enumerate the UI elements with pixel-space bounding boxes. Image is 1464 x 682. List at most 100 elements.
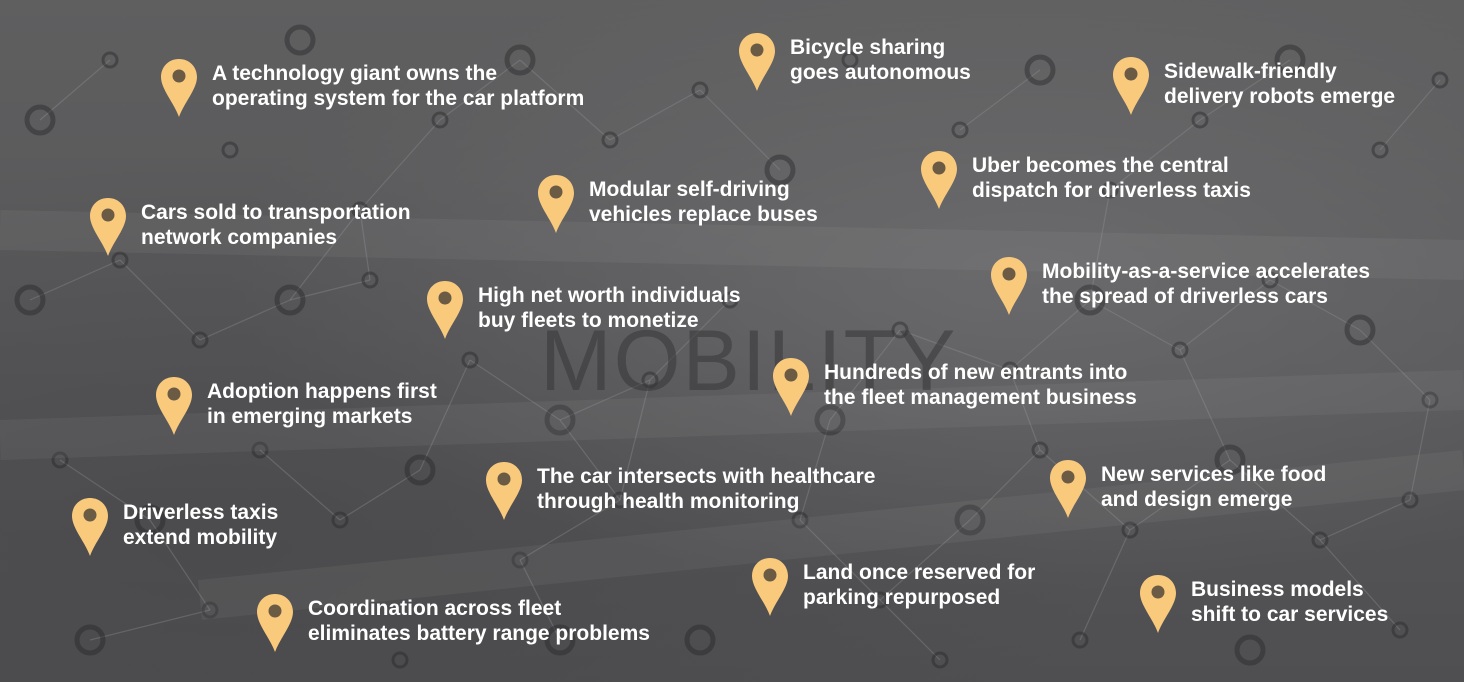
network-node	[1431, 71, 1449, 89]
network-node	[361, 271, 379, 289]
network-link	[359, 209, 371, 281]
light-streak	[197, 450, 1464, 620]
mobility-item-label-line: A technology giant owns the	[212, 62, 498, 85]
mobility-item-label-line: extend mobility	[123, 526, 278, 549]
mobility-item-label: High net worth individuals buy fleets to …	[478, 283, 741, 333]
map-marker-icon	[738, 32, 776, 92]
network-link	[1009, 369, 1041, 451]
background-watermark: MOBILITY	[540, 313, 958, 409]
map-marker-icon	[155, 376, 193, 436]
network-link	[1109, 119, 1201, 191]
network-node	[431, 111, 449, 129]
map-marker-icon	[71, 497, 109, 557]
network-link	[1079, 529, 1131, 641]
network-node	[871, 591, 889, 609]
light-streak	[0, 370, 1464, 460]
network-link	[1229, 459, 1321, 541]
network-link	[1269, 279, 1361, 331]
network-node	[611, 491, 629, 509]
network-link	[619, 379, 651, 501]
network-node	[721, 291, 739, 309]
network-link	[649, 299, 731, 381]
network-node	[1214, 444, 1246, 476]
mobility-item-label: Adoption happens first in emerging market…	[207, 379, 437, 429]
network-node	[641, 371, 659, 389]
mobility-item-label: Bicycle sharing goes autonomous	[790, 35, 971, 85]
network-node	[511, 551, 529, 569]
mobility-item-label-line: parking repurposed	[803, 586, 1001, 609]
mobility-item-label: Coordination across fleet eliminates batt…	[308, 596, 650, 646]
network-node	[1071, 631, 1089, 649]
mobility-item-label-line: Bicycle sharing	[790, 36, 946, 59]
network-node	[1074, 284, 1106, 316]
mobility-item-label: Sidewalk-friendly delivery robots emerge	[1164, 59, 1395, 109]
network-link	[439, 59, 521, 121]
mobility-item-battery-coordination: Coordination across fleet eliminates batt…	[256, 593, 650, 653]
mobility-item-label-line: in emerging markets	[207, 405, 413, 428]
network-link	[259, 449, 341, 521]
mobility-item-label: Driverless taxis extend mobility	[123, 500, 278, 550]
mobility-item-driverless-taxis: Driverless taxis extend mobility	[71, 497, 278, 557]
network-node	[351, 201, 369, 219]
network-link	[1129, 459, 1231, 531]
network-link	[1319, 539, 1401, 631]
mobility-item-label-line: New services like food	[1101, 463, 1327, 486]
network-link	[1179, 279, 1271, 351]
network-node	[691, 81, 709, 99]
network-link	[1319, 499, 1411, 541]
mobility-item-uber-dispatch: Uber becomes the central dispatch for dri…	[920, 150, 1251, 210]
network-link	[469, 359, 561, 421]
mobility-item-label: Business models shift to car services	[1191, 577, 1388, 627]
network-node	[1274, 44, 1306, 76]
map-marker-icon	[89, 197, 127, 257]
mobility-item-bicycle-sharing: Bicycle sharing goes autonomous	[738, 32, 971, 92]
network-link	[289, 209, 361, 301]
mobility-item-label-line: the spread of driverless cars	[1042, 285, 1328, 308]
network-node	[931, 651, 949, 669]
network-node	[331, 511, 349, 529]
network-link	[39, 59, 111, 121]
mobility-item-label-line: network companies	[141, 226, 338, 249]
network-node	[1421, 391, 1439, 409]
network-node	[814, 404, 846, 436]
mobility-item-label: The car intersects with healthcare throug…	[537, 464, 875, 514]
mobility-item-label-line: Sidewalk-friendly	[1164, 60, 1337, 83]
network-node	[51, 451, 69, 469]
network-node	[1344, 314, 1376, 346]
network-link	[799, 419, 831, 521]
mobility-item-label-line: the fleet management business	[824, 386, 1137, 409]
mobility-item-fleet-entrants: Hundreds of new entrants into the fleet m…	[772, 357, 1137, 417]
network-node	[684, 624, 716, 656]
network-link	[1359, 329, 1431, 401]
network-link	[879, 519, 971, 601]
light-streak	[0, 210, 1464, 280]
mobility-item-cars-sold-tnc: Cars sold to transportation network compa…	[89, 197, 411, 257]
map-marker-icon	[256, 593, 294, 653]
network-link	[29, 259, 121, 301]
map-marker-icon	[485, 461, 523, 521]
mobility-item-label-line: Hundreds of new entrants into	[824, 361, 1128, 384]
network-node	[1031, 441, 1049, 459]
mobility-item-label-line: High net worth individuals	[478, 284, 741, 307]
network-link	[799, 519, 881, 601]
mobility-item-label-line: Modular self-driving	[589, 178, 790, 201]
mobility-item-label-line: through health monitoring	[537, 490, 800, 513]
network-link	[1009, 299, 1091, 371]
mobility-item-label: Hundreds of new entrants into the fleet m…	[824, 360, 1137, 410]
network-link	[149, 519, 211, 611]
map-marker-icon	[772, 357, 810, 417]
network-node	[221, 141, 239, 159]
network-link	[339, 469, 421, 521]
mobility-item-new-services: New services like food and design emerge	[1049, 459, 1326, 519]
mobility-item-label-line: Mobility-as-a-service accelerates	[1042, 260, 1371, 283]
network-link	[959, 69, 1041, 131]
network-node	[764, 154, 796, 186]
network-link	[559, 419, 621, 501]
mobility-item-label-line: vehicles replace buses	[589, 203, 818, 226]
network-link	[519, 559, 561, 641]
network-node	[1121, 521, 1139, 539]
mobility-item-label: Mobility-as-a-service accelerates the spr…	[1042, 259, 1370, 309]
network-node	[134, 504, 166, 536]
map-marker-icon	[426, 280, 464, 340]
